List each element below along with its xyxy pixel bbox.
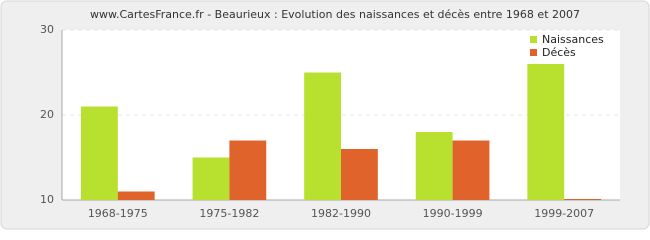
bar — [452, 140, 490, 200]
x-tick-label: 1975-1982 — [199, 207, 259, 220]
y-tick-label: 10 — [40, 193, 54, 206]
legend-swatch — [530, 49, 537, 56]
y-tick-label: 30 — [40, 23, 54, 36]
x-tick-label: 1968-1975 — [88, 207, 148, 220]
bar — [564, 199, 602, 200]
bar — [415, 132, 453, 200]
x-tick-label: 1982-1990 — [311, 207, 371, 220]
legend-label: Naissances — [542, 33, 604, 46]
y-tick-label: 20 — [40, 108, 54, 121]
chart-title: www.CartesFrance.fr - Beaurieux : Evolut… — [90, 8, 580, 21]
legend-swatch — [530, 36, 537, 43]
bar — [527, 64, 565, 200]
bar — [117, 191, 155, 200]
bar — [341, 149, 378, 200]
bar — [80, 106, 118, 200]
bar — [304, 72, 341, 200]
legend-label: Décès — [542, 46, 576, 59]
legend-box — [524, 32, 618, 64]
x-tick-label: 1999-2007 — [534, 207, 594, 220]
chart: www.CartesFrance.fr - Beaurieux : Evolut… — [0, 0, 650, 230]
bar — [192, 157, 230, 200]
bar — [229, 140, 267, 200]
x-tick-label: 1990-1999 — [423, 207, 483, 220]
